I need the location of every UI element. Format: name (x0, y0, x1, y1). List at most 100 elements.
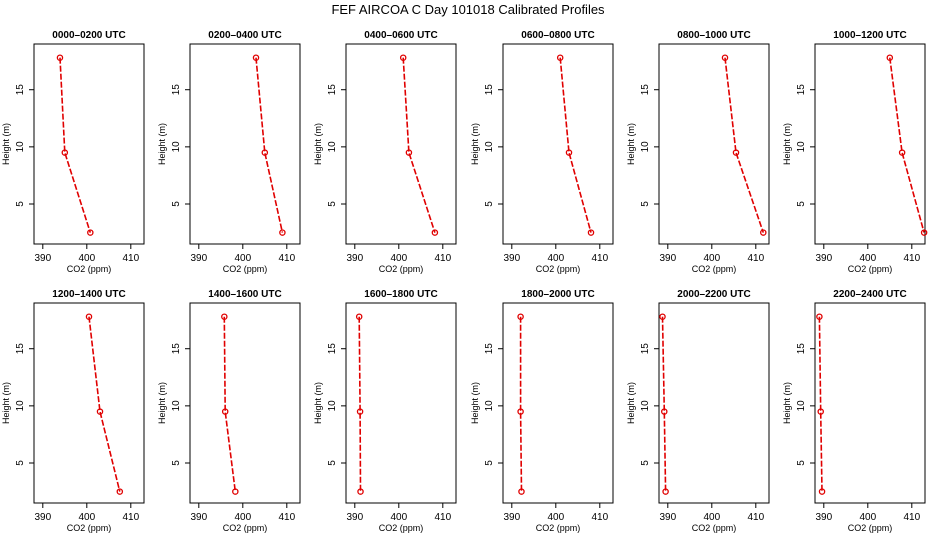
profile-line (818, 316, 823, 492)
x-axis-label: CO2 (ppm) (692, 523, 737, 533)
x-axis-label: CO2 (ppm) (536, 264, 581, 274)
y-tick-label: 15 (171, 343, 182, 355)
y-axis-label: Height (m) (470, 123, 480, 165)
y-axis-label: Height (m) (1, 123, 11, 165)
x-axis-label: CO2 (ppm) (379, 523, 424, 533)
plot-frame (33, 302, 145, 504)
y-axis-label: Height (m) (1, 382, 11, 424)
data-point (96, 408, 104, 415)
y-tick-label: 5 (640, 201, 651, 207)
data-point (760, 229, 767, 236)
x-tick-label: 400 (234, 512, 251, 523)
data-point (261, 149, 269, 156)
x-tick-label: 400 (78, 512, 95, 523)
x-tick-label: 410 (903, 512, 920, 523)
panel-title: 2000–2200 UTC (677, 289, 750, 300)
y-tick-label: 5 (171, 201, 182, 207)
data-point (898, 149, 906, 156)
profile-line (223, 316, 237, 492)
x-axis-label: CO2 (ppm) (67, 523, 112, 533)
panel-title: 0600–0800 UTC (521, 30, 594, 41)
y-tick-label: 15 (15, 343, 26, 355)
x-tick-label: 410 (122, 253, 139, 264)
x-tick-label: 390 (190, 512, 207, 523)
panel-title: 0800–1000 UTC (677, 30, 750, 41)
y-tick-label: 5 (796, 201, 807, 207)
y-axis-label: Height (m) (782, 123, 792, 165)
x-axis-label: CO2 (ppm) (848, 264, 893, 274)
y-tick-label: 15 (640, 84, 651, 96)
data-point (85, 313, 93, 320)
panel-title: 1200–1400 UTC (52, 289, 125, 300)
data-point (920, 229, 928, 236)
panel-title: 2200–2400 UTC (833, 289, 906, 300)
y-tick-label: 15 (484, 84, 495, 96)
plot-frame (502, 43, 614, 245)
data-point (356, 408, 364, 415)
x-tick-label: 400 (547, 512, 564, 523)
data-point (232, 488, 239, 495)
y-tick-label: 15 (327, 84, 338, 96)
panel-title: 0200–0400 UTC (208, 30, 281, 41)
data-point (252, 54, 260, 61)
plot-frame (189, 302, 301, 504)
data-point (87, 229, 94, 236)
data-point (355, 313, 363, 320)
profile-panel: 2200–2400 UTC 390 400 410 CO2 (ppm) 5 10 15 Heig… (782, 289, 926, 533)
data-point (659, 313, 666, 320)
y-axis-label: Height (m) (626, 123, 636, 165)
y-tick-label: 10 (484, 141, 495, 153)
y-tick-label: 15 (484, 343, 495, 355)
profile-panel: 1200–1400 UTC 390 400 410 CO2 (ppm) 5 10 15 Heig… (1, 289, 145, 533)
y-tick-label: 15 (171, 84, 182, 96)
y-tick-label: 15 (327, 343, 338, 355)
plot-frame (502, 302, 614, 504)
x-tick-label: 390 (815, 253, 832, 264)
x-tick-label: 390 (34, 512, 51, 523)
panel-title: 0000–0200 UTC (52, 30, 125, 41)
y-tick-label: 15 (796, 84, 807, 96)
x-axis-label: CO2 (ppm) (379, 264, 424, 274)
x-tick-label: 390 (815, 512, 832, 523)
y-tick-label: 10 (15, 400, 26, 412)
x-tick-label: 410 (591, 512, 608, 523)
data-point (565, 149, 573, 156)
profile-panel: 2000–2200 UTC 390 400 410 CO2 (ppm) 5 10 15 Heig… (626, 289, 770, 533)
data-point (817, 408, 824, 415)
y-tick-label: 10 (796, 141, 807, 153)
x-tick-label: 410 (903, 253, 920, 264)
y-tick-label: 15 (796, 343, 807, 355)
profile-line (255, 57, 284, 233)
x-tick-label: 400 (703, 253, 720, 264)
data-point (221, 408, 229, 415)
x-tick-label: 400 (234, 253, 251, 264)
data-point (732, 149, 740, 156)
panel-title: 0400–0600 UTC (364, 30, 437, 41)
y-tick-label: 15 (15, 84, 26, 96)
y-tick-label: 10 (15, 141, 26, 153)
y-axis-label: Height (m) (313, 123, 323, 165)
data-point (816, 313, 823, 320)
x-tick-label: 400 (703, 512, 720, 523)
x-axis-label: CO2 (ppm) (223, 523, 268, 533)
x-tick-label: 410 (122, 512, 139, 523)
data-point (886, 54, 894, 61)
profile-panel: 1000–1200 UTC 390 400 410 CO2 (ppm) 5 10 15 Heig… (782, 30, 928, 274)
y-tick-label: 10 (171, 400, 182, 412)
x-tick-label: 410 (747, 512, 764, 523)
profile-panel: 0400–0600 UTC 390 400 410 CO2 (ppm) 5 10 15 Heig… (313, 30, 457, 274)
figure-title: FEF AIRCOA C Day 101018 Calibrated Profi… (331, 2, 605, 17)
data-point (662, 488, 669, 495)
data-point (556, 54, 564, 61)
data-point (221, 313, 228, 320)
panel-title: 1400–1600 UTC (208, 289, 281, 300)
profile-line (402, 57, 436, 233)
data-point (56, 54, 64, 61)
profile-panel: 1800–2000 UTC 390 400 410 CO2 (ppm) 5 10 15 Heig… (470, 289, 614, 533)
data-point (61, 149, 69, 156)
profile-line (59, 57, 92, 233)
x-tick-label: 400 (78, 253, 95, 264)
x-axis-label: CO2 (ppm) (848, 523, 893, 533)
y-tick-label: 10 (484, 400, 495, 412)
